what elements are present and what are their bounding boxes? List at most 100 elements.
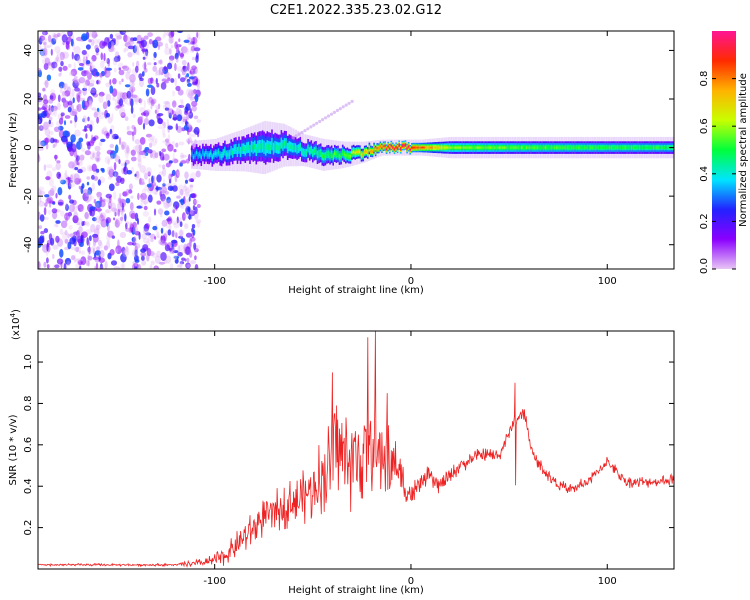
spectrogram-speckle bbox=[120, 208, 123, 215]
spectrogram-speckle bbox=[82, 220, 86, 226]
spectrogram-speckle bbox=[140, 116, 144, 120]
spectrogram-speckle bbox=[153, 265, 159, 269]
spectrogram-speckle bbox=[126, 67, 132, 74]
spectrogram-ridge-cell bbox=[538, 146, 540, 149]
spectrogram-ridge-cell bbox=[626, 146, 628, 149]
spectrogram-speckle bbox=[38, 92, 42, 98]
spectrogram-ridge-cell bbox=[442, 146, 444, 149]
spectrogram-speckle bbox=[114, 171, 119, 177]
spectrogram-speckle bbox=[124, 96, 128, 105]
spectrogram-speckle bbox=[64, 238, 69, 244]
spectrogram-speckle bbox=[68, 63, 72, 68]
spectrogram-speckle bbox=[141, 260, 147, 266]
spectrogram-ridge-cell bbox=[528, 146, 531, 149]
spectrogram-speckle bbox=[185, 103, 191, 111]
spectrogram-speckle bbox=[51, 32, 56, 39]
spectrogram-ridge-cell bbox=[634, 146, 636, 149]
spectrogram-ridge-cell bbox=[422, 146, 424, 149]
spectrogram-speckle bbox=[71, 143, 77, 153]
spectrogram-speckle bbox=[72, 97, 75, 104]
spectrogram-speckle bbox=[104, 260, 108, 269]
spectrogram-ridge-cell bbox=[454, 146, 457, 149]
spectrogram-speckle bbox=[153, 57, 156, 61]
spectrogram-speckle bbox=[140, 198, 144, 208]
spectrogram-speckle bbox=[179, 188, 184, 196]
spectrogram-speckle bbox=[92, 152, 95, 158]
spectrogram-speckle bbox=[175, 123, 178, 131]
spectrogram-speckle bbox=[139, 107, 146, 113]
spectrogram-speckle bbox=[185, 138, 193, 144]
spectrogram-speckle bbox=[120, 112, 126, 118]
spectrogram-ridge-cell bbox=[401, 144, 404, 147]
spectrogram-speckle bbox=[69, 204, 75, 213]
spectrogram-ridge-cell bbox=[404, 144, 407, 146]
spectrogram-speckle bbox=[40, 36, 47, 44]
spectrogram-ridge-cell bbox=[511, 146, 514, 149]
spectrogram-speckle bbox=[93, 39, 99, 45]
spectrogram-ridge-cell bbox=[605, 146, 608, 149]
spectrogram-ridge-cell bbox=[456, 146, 459, 149]
spectrogram-speckle bbox=[91, 54, 97, 62]
spectrogram-ridge-cell bbox=[217, 150, 220, 155]
spectrogram-speckle bbox=[46, 243, 49, 252]
spectrogram-streak bbox=[306, 127, 310, 131]
spectrogram-speckle bbox=[119, 31, 126, 35]
spectrogram-ridge-cell bbox=[596, 146, 598, 149]
spectrogram-ridge-cell bbox=[654, 146, 656, 149]
spectrogram-speckle bbox=[51, 208, 58, 214]
spectrogram-ridge-cell bbox=[341, 151, 344, 155]
spectrogram-ridge-cell bbox=[302, 150, 305, 155]
spectrogram-speckle bbox=[174, 52, 179, 60]
spectrogram-speckle bbox=[176, 219, 181, 223]
spectrogram-speckle bbox=[150, 105, 153, 110]
spectrogram-ridge-cell bbox=[390, 144, 393, 147]
spectrogram-ridge-cell bbox=[516, 146, 518, 149]
spectrogram-speckle bbox=[46, 74, 52, 81]
spectrogram-speckle bbox=[166, 218, 172, 222]
spectrogram-speckle bbox=[114, 33, 122, 38]
spectrogram-speckle bbox=[154, 109, 158, 114]
spectrogram-speckle bbox=[56, 160, 61, 164]
spectrogram-speckle bbox=[172, 209, 176, 214]
spectrogram-speckle bbox=[135, 65, 139, 73]
spectrogram-speckle bbox=[157, 103, 161, 110]
figure-title: C2E1.2022.335.23.02.G12 bbox=[270, 3, 442, 18]
spectrogram-speckle bbox=[152, 225, 158, 231]
spectrogram-speckle bbox=[122, 95, 126, 102]
spectrogram-ridge-cell bbox=[362, 153, 364, 157]
spectrogram-speckle bbox=[104, 209, 112, 214]
spectrogram-speckle bbox=[106, 149, 114, 155]
spectrogram-speckle bbox=[131, 237, 136, 243]
spectrogram-ridge-cell bbox=[367, 151, 369, 154]
spectrogram-ridge-cell bbox=[211, 155, 214, 160]
spectrogram-speckle bbox=[96, 107, 100, 112]
spectrogram-speckle bbox=[78, 97, 85, 102]
spectrogram-streak bbox=[347, 101, 351, 105]
spectrogram-speckle bbox=[67, 106, 72, 113]
spectrogram-ridge-cell bbox=[425, 146, 427, 149]
spectrogram-speckle bbox=[43, 63, 49, 70]
spectrogram-speckle bbox=[61, 231, 68, 241]
spectrogram-speckle bbox=[142, 210, 150, 217]
spectrogram-ridge-cell bbox=[235, 146, 237, 152]
spectrogram-panel: -100 0 100 -40 -20 0 20 40 Height of straight … bbox=[8, 30, 675, 296]
spectrogram-speckle bbox=[190, 237, 196, 242]
x-tick-label: -100 bbox=[203, 276, 226, 287]
spectrogram-speckle bbox=[114, 219, 120, 228]
spectrogram-speckle bbox=[58, 125, 64, 131]
spectrogram-speckle bbox=[87, 255, 93, 261]
spectrogram-speckle bbox=[105, 132, 110, 139]
spectrogram-speckle bbox=[85, 79, 90, 86]
spectrogram-speckle bbox=[128, 183, 133, 190]
spectrogram-speckle bbox=[85, 198, 90, 203]
spectrogram-speckle bbox=[193, 115, 199, 120]
spectrogram-ridge-cell bbox=[623, 146, 625, 149]
spectrogram-streak bbox=[294, 134, 298, 138]
spectrogram-ridge-cell bbox=[621, 146, 623, 149]
spectrogram-speckle bbox=[38, 143, 41, 147]
spectrogram-speckle bbox=[150, 86, 156, 96]
spectrogram-speckle bbox=[75, 263, 80, 269]
spectrogram-speckle bbox=[156, 82, 160, 88]
spectrogram-speckle bbox=[174, 62, 177, 72]
spectrogram-speckle bbox=[157, 125, 164, 130]
